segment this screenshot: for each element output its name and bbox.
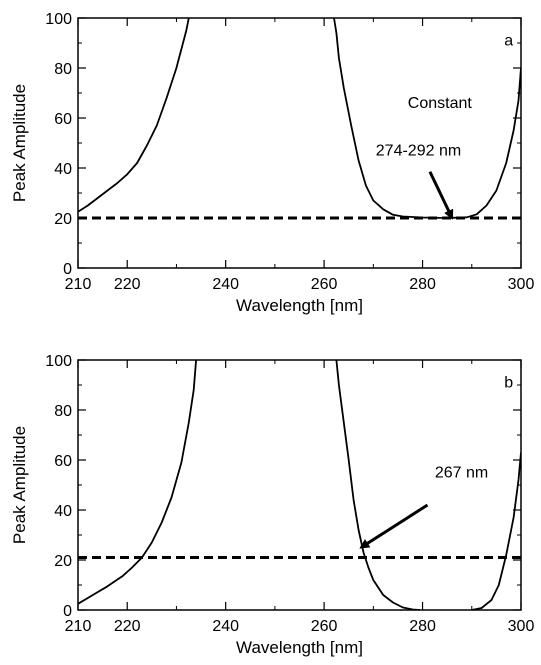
amplitude-curve [78, 18, 190, 213]
y-tick-label: 40 [54, 503, 72, 520]
annotation-text: Constant [408, 95, 473, 112]
x-axis-label: Wavelength [nm] [236, 296, 363, 315]
x-tick-label: 240 [212, 618, 239, 635]
plot-frame [77, 359, 522, 611]
y-tick-label: 60 [54, 453, 72, 470]
panel-letter-label: a [504, 33, 513, 50]
y-tick-label: 80 [54, 403, 72, 420]
amplitude-curve [333, 18, 521, 219]
y-axis-label: Peak Amplitude [10, 84, 29, 202]
y-tick-label: 0 [63, 603, 72, 620]
chart-panel-a: 210 220 240 260 280 300 0 20 40 60 80 100 Wavelength… [10, 11, 534, 315]
annotation-text: 274-292 nm [376, 143, 461, 160]
annotation-text: 267 nm [435, 465, 488, 482]
x-tick-label: 300 [508, 618, 535, 635]
x-tick-label: 220 [114, 276, 141, 293]
y-axis-label: Peak Amplitude [10, 426, 29, 544]
annotation-arrow [428, 171, 454, 220]
chart-panel-b: 210 220 240 260 280 300 0 20 40 60 80 100 Wavelength… [10, 353, 534, 657]
y-tick-label: 20 [54, 553, 72, 570]
x-tick-label: 260 [311, 618, 338, 635]
amplitude-curve [78, 360, 197, 605]
y-tick-label: 100 [45, 11, 72, 28]
x-tick-label: 210 [65, 618, 92, 635]
x-tick-label: 240 [212, 276, 239, 293]
amplitude-curve [335, 360, 421, 610]
y-tick-label: 100 [45, 353, 72, 370]
x-tick-label: 220 [114, 618, 141, 635]
x-tick-label: 300 [508, 276, 535, 293]
x-tick-label: 210 [65, 276, 92, 293]
amplitude-curve [471, 452, 521, 610]
annotation-arrow [359, 503, 429, 549]
x-tick-label: 280 [409, 618, 436, 635]
y-tick-label: 40 [54, 161, 72, 178]
x-tick-label: 260 [311, 276, 338, 293]
y-tick-label: 80 [54, 61, 72, 78]
x-axis-label: Wavelength [nm] [236, 638, 363, 657]
x-tick-label: 280 [409, 276, 436, 293]
panel-letter-label: b [504, 375, 513, 392]
y-tick-label: 60 [54, 111, 72, 128]
y-tick-label: 20 [54, 211, 72, 228]
y-tick-label: 0 [63, 261, 72, 278]
